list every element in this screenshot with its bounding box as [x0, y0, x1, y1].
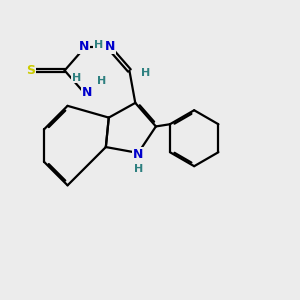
Text: N: N — [82, 86, 92, 99]
Text: H: H — [97, 76, 106, 86]
Text: N: N — [105, 40, 116, 53]
Text: H: H — [141, 68, 150, 78]
Text: N: N — [133, 148, 143, 161]
Text: H: H — [94, 40, 103, 50]
Text: S: S — [26, 64, 35, 77]
Text: N: N — [79, 40, 89, 53]
Text: H: H — [72, 73, 81, 83]
Text: H: H — [134, 164, 143, 174]
